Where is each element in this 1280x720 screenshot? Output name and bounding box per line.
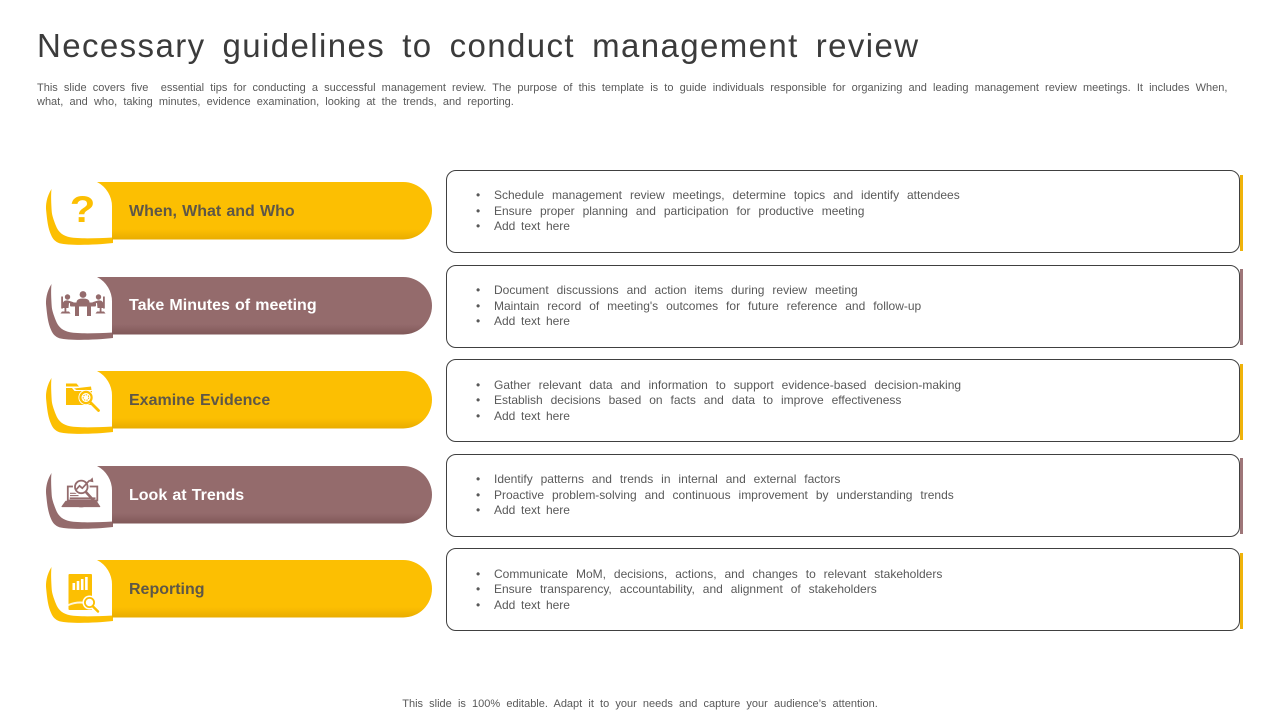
svg-text:?: ? [70, 189, 96, 231]
